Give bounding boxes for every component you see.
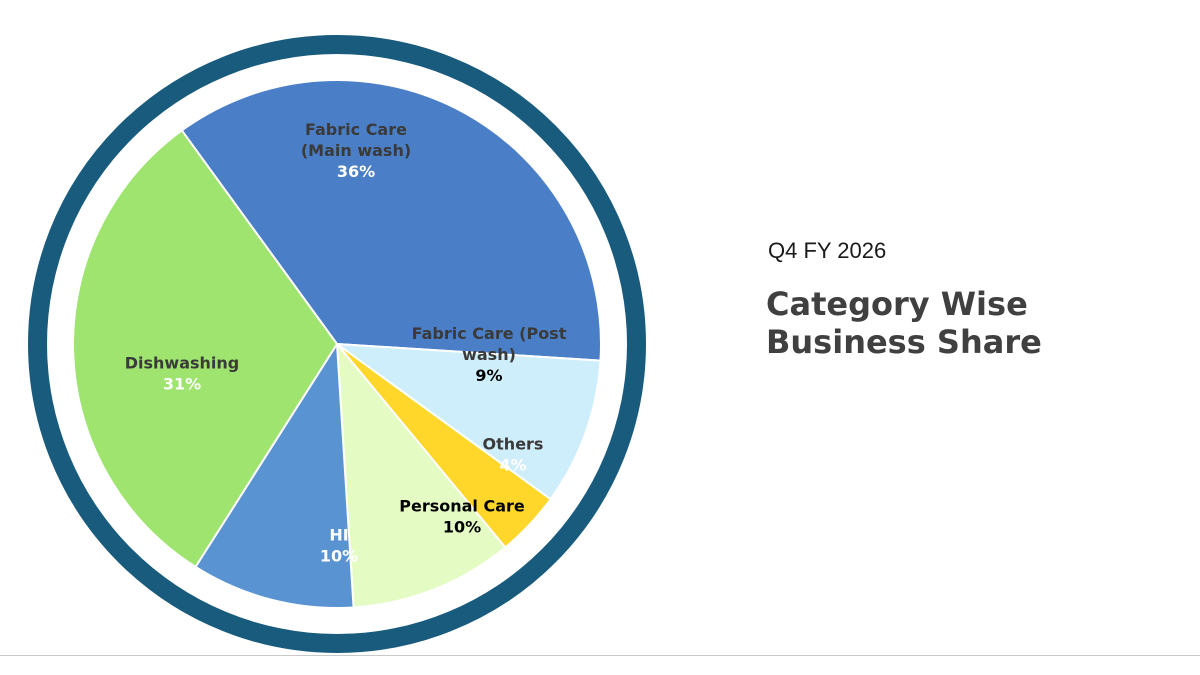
slice-label-dishwashing: Dishwashing	[125, 354, 240, 373]
slice-label-personal-care: Personal Care	[399, 497, 525, 516]
slice-personal-care	[336, 343, 507, 609]
footer-divider	[0, 655, 1200, 656]
slice-label-fabric-care-main-wash: Fabric Care	[305, 120, 407, 139]
chart-title: Category Wise Business Share	[766, 285, 1166, 361]
slice-fabric-care-main-wash	[180, 79, 602, 362]
slice-value-personal-care: 10%	[443, 518, 481, 537]
slice-label-fabric-care-post-wash: wash)	[462, 345, 516, 364]
slice-dishwashing	[72, 129, 338, 568]
slice-label-others: Others	[483, 435, 544, 454]
slice-value-dishwashing: 31%	[163, 375, 201, 394]
slice-value-fabric-care-main-wash: 36%	[337, 162, 375, 181]
slice-label-fabric-care-main-wash: (Main wash)	[301, 141, 411, 160]
slice-value-hi: 10%	[320, 547, 358, 566]
chart-title-line-1: Category Wise	[766, 285, 1028, 323]
slice-label-hi: HI	[329, 526, 348, 545]
slice-value-fabric-care-post-wash: 9%	[475, 366, 502, 385]
slice-value-others: 4%	[499, 456, 526, 475]
outer-ring	[28, 35, 646, 653]
slice-label-fabric-care-post-wash: Fabric Care (Post	[412, 324, 567, 343]
pie-slices	[72, 79, 602, 609]
pie-labels: Fabric Care (Main wash) 36% Fabric Care (Po…	[125, 120, 567, 566]
chart-title-line-2: Business Share	[766, 323, 1042, 361]
slice-fabric-care-post-wash	[336, 343, 602, 501]
period-label: Q4 FY 2026	[768, 238, 887, 263]
slice-hi	[194, 343, 355, 609]
